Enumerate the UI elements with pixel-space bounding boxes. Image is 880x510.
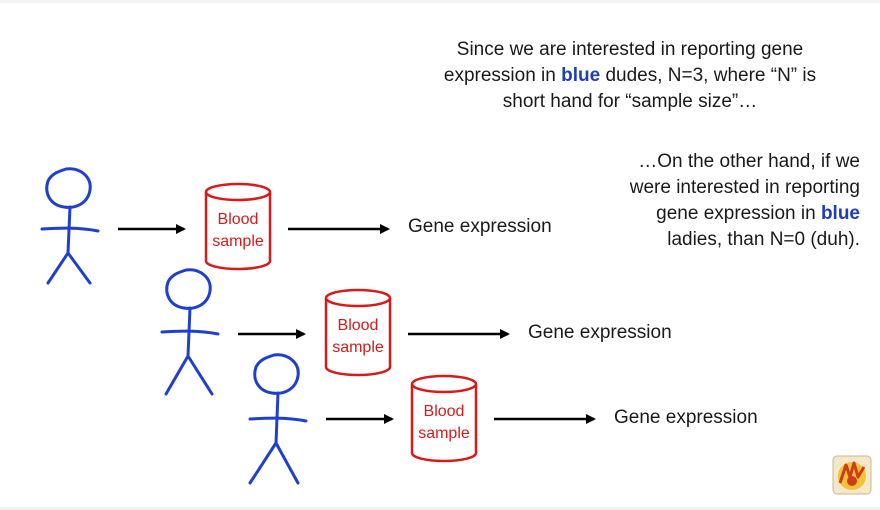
slide: Since we are interested in reporting gen… (0, 3, 880, 507)
blood-sample-cylinder-icon (410, 374, 478, 463)
gene-expression-label: Gene expression (408, 216, 552, 237)
contrast-line-3: gene expression in blue (560, 201, 860, 227)
blood-sample-label: Blood sample (202, 209, 274, 253)
stick-figure-icon (40, 167, 100, 285)
gene-expression-label: Gene expression (528, 322, 672, 343)
intro-line-2: expression in blue dudes, N=3, where “N”… (405, 63, 855, 89)
sample-label-line-2: sample (212, 233, 264, 250)
blue-word: blue (820, 203, 860, 224)
blue-word: blue (561, 65, 601, 86)
stick-figure-icon (248, 353, 308, 485)
contrast-line-3-pre: gene expression in (656, 203, 821, 224)
blood-sample-cylinder-icon (324, 288, 392, 377)
sample-label-line-2: sample (418, 425, 470, 442)
contrast-line-1: …On the other hand, if we (638, 151, 860, 172)
diagram-canvas (40, 167, 596, 485)
contrast-line-4: ladies, than N=0 (duh). (667, 229, 860, 250)
sample-label-line-1: Blood (217, 211, 259, 228)
intro-line-2-pre: expression in (443, 65, 562, 86)
blood-sample-cylinder-icon (204, 182, 272, 271)
sample-label-line-2: sample (332, 339, 384, 356)
blood-sample-label: Blood sample (322, 315, 394, 359)
intro-line-2-post: dudes, N=3, where “N” is (600, 65, 817, 86)
sample-label-line-1: Blood (337, 317, 379, 334)
gene-expression-label: Gene expression (614, 407, 758, 428)
intro-line-1: Since we are interested in reporting gen… (456, 39, 804, 60)
contrast-text: …On the other hand, if we were intereste… (560, 149, 860, 253)
sample-label-line-1: Blood (423, 403, 465, 420)
intro-line-3: short hand for “sample size”… (502, 91, 758, 112)
blood-sample-label: Blood sample (408, 401, 480, 445)
stick-figure-icon (160, 268, 220, 396)
contrast-line-2: were interested in reporting (629, 177, 860, 198)
intro-text: Since we are interested in reporting gen… (405, 37, 855, 115)
statquest-logo-icon (832, 455, 872, 495)
